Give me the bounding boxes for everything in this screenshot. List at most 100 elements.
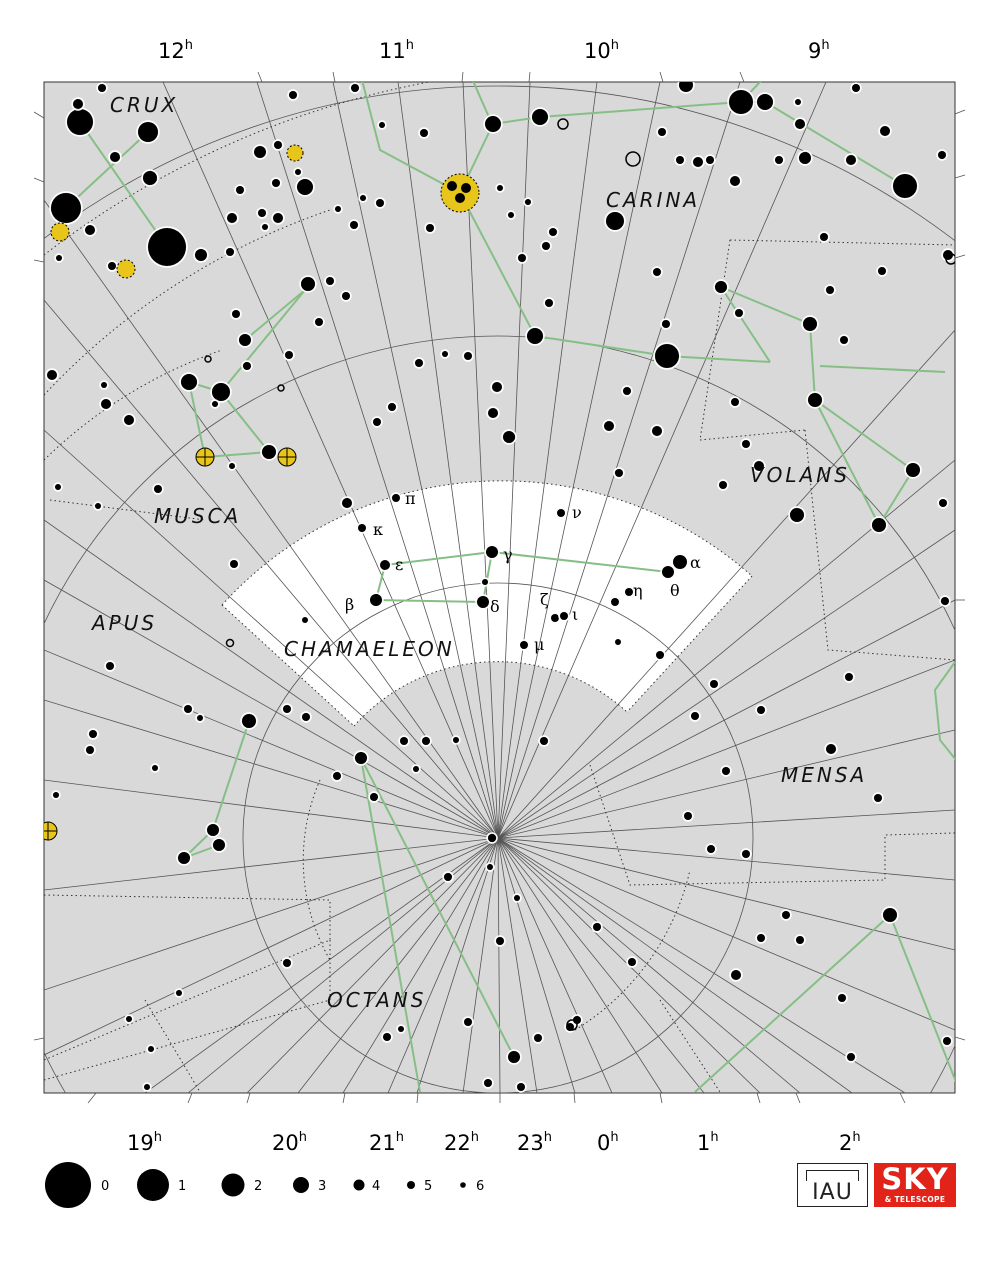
greek-beta: β	[345, 595, 354, 614]
star	[85, 225, 95, 235]
star-halo	[270, 177, 282, 189]
ra-label: 10h	[584, 38, 619, 63]
star-halo	[210, 399, 220, 409]
star-halo	[794, 934, 806, 946]
star	[540, 737, 548, 745]
ra-line	[497, 837, 955, 881]
star	[826, 286, 834, 294]
star	[420, 129, 428, 137]
star-halo	[515, 1081, 527, 1093]
star-halo	[324, 275, 336, 287]
star-halo	[271, 211, 285, 225]
star-halo	[230, 308, 242, 320]
star-halo	[93, 501, 103, 511]
star-halo	[486, 406, 500, 420]
star	[549, 228, 557, 236]
ra-label: 19h	[127, 1130, 162, 1155]
star	[232, 310, 240, 318]
ra-line	[44, 837, 499, 891]
star	[517, 1083, 525, 1091]
star-halo	[182, 703, 194, 715]
star-halo	[234, 184, 246, 196]
star	[333, 772, 341, 780]
star-halo	[176, 850, 192, 866]
star-halo	[122, 413, 136, 427]
ra-line	[387, 837, 499, 1093]
star-halo	[591, 921, 603, 933]
star-halo	[451, 735, 461, 745]
star	[838, 994, 846, 1002]
ra-line	[497, 659, 955, 839]
ra-labels-bottom: 19h 20h 21h 22h 23h 0h 1h 2h	[127, 1130, 861, 1155]
star	[943, 1037, 951, 1045]
star-halo	[604, 210, 626, 232]
ra-label: 23h	[517, 1130, 552, 1155]
star	[655, 344, 679, 368]
star	[731, 970, 741, 980]
star-halo	[881, 906, 899, 924]
ra-tick	[33, 111, 45, 119]
label-octans: OCTANS	[327, 988, 426, 1012]
star-halo	[333, 204, 343, 214]
ra-tick	[332, 71, 336, 83]
star-halo	[727, 88, 755, 116]
star-halo	[623, 586, 635, 598]
star	[351, 84, 359, 92]
star-halo	[237, 332, 253, 348]
star-halo	[483, 114, 503, 134]
star-halo	[53, 482, 63, 492]
ra-line	[497, 837, 705, 1093]
star-halo	[941, 1035, 953, 1047]
star-halo	[87, 728, 99, 740]
star-halo	[728, 174, 742, 188]
star-halo	[613, 637, 623, 647]
star	[415, 359, 423, 367]
ra-line	[397, 82, 499, 839]
star	[195, 249, 207, 261]
ra-tick	[342, 1092, 346, 1104]
star	[906, 463, 920, 477]
star-halo	[691, 155, 705, 169]
label-crux: CRUX	[110, 93, 178, 117]
star-halo	[708, 678, 720, 690]
star	[514, 895, 520, 901]
greek-eta: η	[633, 581, 643, 600]
greek-epsilon: ε	[395, 555, 403, 574]
star-halo	[252, 144, 268, 160]
star	[212, 401, 218, 407]
star-halo	[142, 1082, 152, 1092]
ra-line	[44, 837, 499, 991]
star	[754, 461, 764, 471]
star	[413, 766, 419, 772]
star-halo	[818, 231, 830, 243]
star	[487, 864, 493, 870]
star	[939, 499, 947, 507]
star-halo	[523, 197, 533, 207]
greek-mu: μ	[534, 635, 544, 654]
ra-tick	[795, 1092, 801, 1104]
ra-tick	[954, 1036, 966, 1041]
star-halo	[626, 956, 638, 968]
star-halo	[674, 154, 686, 166]
ra-tick	[257, 71, 263, 83]
star	[496, 937, 504, 945]
star	[883, 908, 897, 922]
ra-line	[497, 809, 955, 839]
stars	[45, 82, 955, 1093]
star-halo	[512, 893, 522, 903]
ra-tick	[246, 1092, 251, 1104]
star	[184, 705, 192, 713]
star	[388, 403, 396, 411]
ra-tick	[461, 71, 464, 83]
ra-line	[497, 837, 613, 1093]
star	[453, 737, 459, 743]
star	[625, 588, 633, 596]
star	[520, 641, 528, 649]
star	[302, 617, 308, 623]
star-halo	[300, 711, 312, 723]
ra-tick	[954, 109, 966, 115]
legend-label-3: 3	[318, 1179, 326, 1194]
star	[178, 852, 190, 864]
star-halo	[485, 862, 495, 872]
